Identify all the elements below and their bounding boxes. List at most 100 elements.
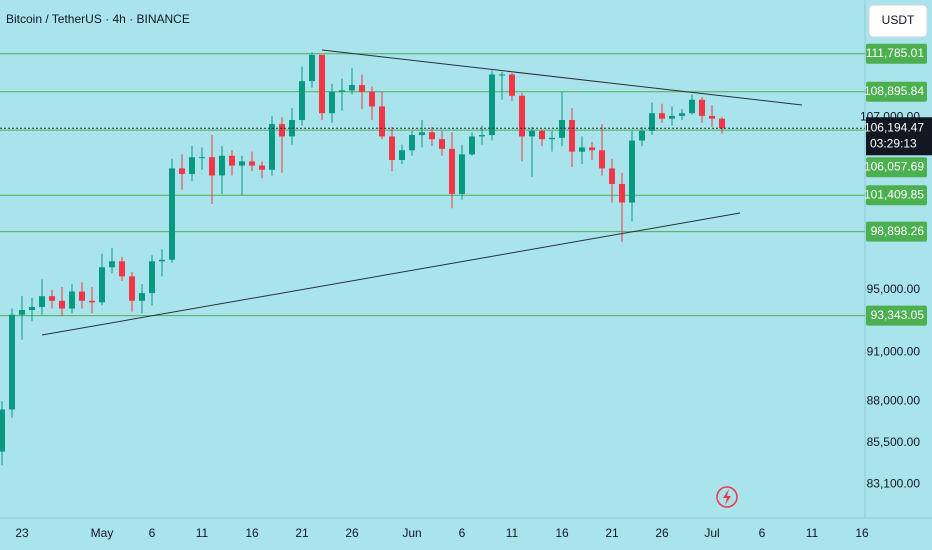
candle-body xyxy=(59,300,65,309)
candle-body xyxy=(149,261,155,294)
candle-body xyxy=(199,157,205,159)
x-tick-label: 11 xyxy=(806,526,819,540)
x-tick-label: 21 xyxy=(605,526,619,540)
candle-body xyxy=(509,74,515,96)
candle-body xyxy=(629,140,635,203)
candle-body xyxy=(299,81,305,121)
candle-body xyxy=(229,155,235,166)
candle-body xyxy=(689,99,695,114)
x-tick-label: 11 xyxy=(196,526,209,540)
candle-body xyxy=(329,91,335,114)
candle-body xyxy=(369,91,375,107)
candle-body xyxy=(399,150,405,160)
candle-body xyxy=(239,161,245,166)
candle-body xyxy=(39,296,45,307)
x-tick-label: 23 xyxy=(15,526,29,540)
candle-body xyxy=(699,99,705,116)
candle-body xyxy=(19,310,25,315)
level-label-box xyxy=(866,81,927,102)
candle-body xyxy=(709,115,715,119)
level-label: 101,409.85 xyxy=(864,187,924,201)
candle-body xyxy=(499,74,505,76)
candle-body xyxy=(619,183,625,203)
candle-body xyxy=(159,259,165,262)
candle-body xyxy=(119,261,125,277)
candle-body xyxy=(609,168,615,184)
candle-body xyxy=(489,74,495,136)
level-label-box xyxy=(866,305,927,326)
x-tick-label: 26 xyxy=(345,526,359,540)
level-label-box xyxy=(866,221,927,242)
trend-line-upper xyxy=(321,49,803,106)
candle-body xyxy=(469,136,475,155)
candle-body xyxy=(109,261,115,268)
candle-body xyxy=(309,54,315,82)
x-tick-label: 6 xyxy=(459,526,466,540)
candle-body xyxy=(349,85,355,91)
x-tick-label: 16 xyxy=(555,526,569,540)
candle-body xyxy=(0,409,5,452)
candle-body xyxy=(599,150,605,169)
candle-body xyxy=(359,85,365,92)
candle-body xyxy=(459,154,465,194)
countdown-label: 03:29:13 xyxy=(870,136,917,150)
x-tick-label: 6 xyxy=(149,526,156,540)
candle-body xyxy=(479,135,485,137)
candle-body xyxy=(249,161,255,166)
candle-body xyxy=(549,137,555,140)
candle-body xyxy=(169,168,175,260)
level-label: 108,895.84 xyxy=(864,84,924,98)
alert-icon[interactable] xyxy=(716,486,738,508)
candle-body xyxy=(679,113,685,116)
candle-body xyxy=(559,120,565,138)
candle-body xyxy=(49,296,55,301)
y-tick-label: 88,000.00 xyxy=(867,393,921,407)
x-tick-label: Jul xyxy=(704,526,719,540)
candle-body xyxy=(439,139,445,149)
candle-body xyxy=(529,130,535,137)
candle-body xyxy=(389,136,395,160)
candle-body xyxy=(429,132,435,140)
candle-body xyxy=(649,113,655,131)
candle-body xyxy=(99,267,105,303)
candle-body xyxy=(409,135,415,151)
x-tick-label: 11 xyxy=(506,526,519,540)
candle-body xyxy=(379,106,385,137)
candle-body xyxy=(259,165,265,170)
x-tick-label: 16 xyxy=(245,526,259,540)
y-tick-label: 85,500.00 xyxy=(867,435,921,449)
x-tick-label: May xyxy=(91,526,114,540)
candle-body xyxy=(519,95,525,137)
level-label-box xyxy=(866,157,927,178)
candle-body xyxy=(209,157,215,176)
level-label-box xyxy=(866,185,927,206)
candle-body xyxy=(419,132,425,136)
chart-title: Bitcoin / TetherUS · 4h · BINANCE xyxy=(6,12,190,26)
candle-body xyxy=(589,147,595,151)
y-tick-label: 91,000.00 xyxy=(867,345,921,359)
level-label: 111,785.01 xyxy=(866,46,925,60)
candle-body xyxy=(279,124,285,137)
trend-line-lower xyxy=(41,212,741,336)
y-tick-label: 83,100.00 xyxy=(867,477,921,491)
candle-body xyxy=(89,300,95,303)
candle-body xyxy=(219,155,225,176)
currency-button[interactable] xyxy=(868,4,928,38)
candle-body xyxy=(319,54,325,114)
x-tick-label: Jun xyxy=(402,526,421,540)
x-tick-label: 16 xyxy=(855,526,869,540)
candle-body xyxy=(69,291,75,309)
candle-body xyxy=(139,293,145,301)
level-label-box xyxy=(866,43,927,64)
candle-body xyxy=(9,314,15,410)
last-price-box xyxy=(866,117,932,156)
y-tick-label: 95,000.00 xyxy=(867,282,921,296)
currency-label[interactable]: USDT xyxy=(882,13,915,27)
last-price-label: 106,194.47 xyxy=(864,120,924,134)
candle-body xyxy=(179,168,185,175)
x-tick-label: 21 xyxy=(295,526,309,540)
level-label: 98,898.26 xyxy=(871,224,925,238)
